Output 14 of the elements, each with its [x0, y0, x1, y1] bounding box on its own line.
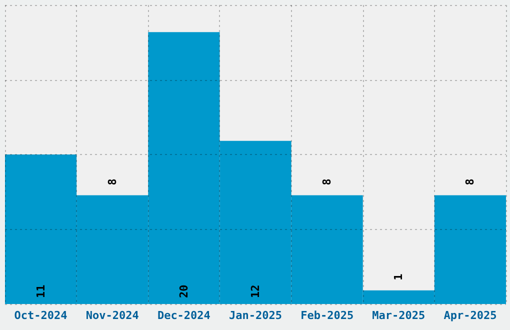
data-label: 8	[320, 178, 334, 186]
data-label: 12	[249, 284, 262, 298]
x-tick-label: Mar-2025	[372, 309, 426, 322]
x-tick-label: Apr-2025	[444, 309, 497, 322]
data-label: 11	[34, 284, 48, 298]
data-label: 8	[464, 178, 477, 186]
x-tick-label: Nov-2024	[86, 309, 140, 322]
x-tick-label: Feb-2025	[300, 309, 354, 322]
x-tick-label: Oct-2024	[14, 309, 68, 322]
x-tick-label: Dec-2024	[157, 309, 211, 322]
data-label: 8	[106, 178, 119, 186]
x-tick-label: Jan-2025	[229, 309, 282, 322]
data-label: 1	[392, 273, 406, 280]
data-label: 20	[177, 284, 190, 298]
